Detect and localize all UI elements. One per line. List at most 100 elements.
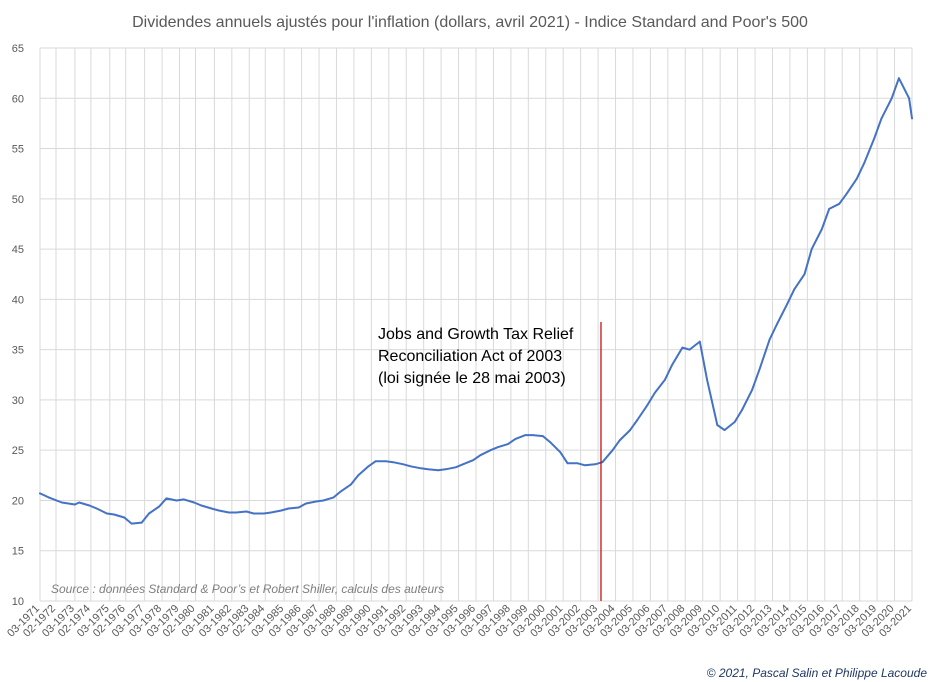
data-point (758, 368, 761, 371)
data-point (751, 388, 754, 391)
data-point (444, 468, 447, 471)
data-point (810, 248, 813, 250)
y-tick-label: 50 (12, 194, 24, 206)
data-point (741, 409, 743, 411)
data-point (863, 162, 865, 165)
data-point (890, 97, 893, 100)
data-point (123, 516, 126, 519)
data-point (698, 340, 701, 343)
y-tick-label: 65 (12, 43, 24, 55)
data-point (228, 511, 230, 514)
data-point (541, 435, 544, 438)
data-point (873, 137, 876, 140)
data-point (374, 460, 377, 463)
data-point (252, 512, 255, 515)
y-axis: 10 15 20 25 30 35 40 45 50 55 60 65 (12, 43, 24, 608)
copyright-note: © 2021, Pascal Salin et Philippe Lacoude (707, 666, 928, 680)
data-point (688, 348, 691, 351)
data-point (524, 434, 527, 436)
data-point (130, 522, 133, 525)
annotation-layer: Jobs and Growth Tax Relief Reconciliation… (378, 322, 602, 601)
data-point (716, 424, 719, 426)
data-point (908, 97, 910, 100)
y-tick-label: 55 (12, 144, 24, 156)
data-point (880, 117, 883, 120)
data-point (217, 509, 220, 512)
annotation-text: Reconciliation Act of 2003 (378, 348, 562, 365)
data-point (437, 469, 440, 472)
data-point (559, 451, 562, 454)
data-point (531, 434, 534, 436)
data-point (148, 512, 150, 515)
data-point (489, 449, 492, 452)
data-point (392, 461, 395, 464)
y-tick-label: 15 (12, 546, 24, 558)
data-point (733, 421, 736, 423)
data-point (723, 429, 726, 431)
data-point (113, 513, 116, 516)
data-point (479, 454, 482, 457)
y-tick-label: 40 (12, 294, 24, 306)
y-tick-label: 10 (12, 596, 24, 608)
data-point (820, 228, 823, 230)
data-point (566, 462, 569, 465)
data-point (409, 465, 412, 468)
data-point (315, 500, 318, 503)
data-point (297, 506, 300, 509)
data-point (105, 512, 108, 515)
data-point (462, 463, 464, 466)
data-point (671, 363, 674, 366)
data-point (653, 391, 656, 394)
data-point (47, 496, 50, 499)
data-point (357, 474, 360, 477)
y-tick-label: 45 (12, 244, 24, 256)
data-point (601, 461, 604, 464)
data-point (367, 465, 370, 468)
data-point (514, 438, 517, 441)
y-tick-label: 35 (12, 345, 24, 357)
data-point (245, 510, 248, 513)
data-point (158, 505, 161, 508)
data-point (594, 463, 597, 466)
data-point (95, 507, 98, 510)
data-point (611, 449, 614, 452)
y-tick-label: 60 (12, 93, 24, 105)
data-point (828, 207, 831, 210)
data-point (332, 496, 335, 499)
data-point (768, 338, 771, 341)
source-note: Source : données Standard & Poor’s et Ro… (51, 582, 444, 596)
y-tick-label: 20 (12, 495, 24, 507)
data-point (803, 273, 806, 276)
data-point (507, 443, 509, 446)
data-point (140, 521, 143, 524)
data-point (200, 504, 203, 507)
data-point (898, 77, 900, 80)
data-point (793, 288, 796, 291)
data-point (280, 509, 283, 512)
data-point (786, 303, 788, 306)
data-point (165, 497, 168, 500)
data-point (182, 498, 185, 501)
data-point (339, 490, 342, 493)
data-point (322, 499, 325, 502)
series-layer (39, 77, 913, 525)
data-point (305, 502, 307, 505)
data-point (60, 501, 63, 504)
data-point (427, 468, 429, 471)
data-point (838, 202, 841, 205)
data-point (270, 511, 272, 514)
data-point (287, 507, 290, 510)
data-point (73, 503, 76, 506)
data-point (88, 504, 91, 507)
data-point (235, 511, 238, 514)
annotation-text: (loi signée le 28 mai 2003) (378, 370, 566, 387)
data-point (472, 459, 474, 462)
data-point (629, 429, 631, 431)
data-point (706, 378, 708, 381)
data-point (549, 441, 552, 444)
chart-title: Dividendes annuels ajustés pour l'inflat… (132, 14, 808, 31)
data-point (636, 419, 639, 421)
data-point (576, 462, 579, 465)
